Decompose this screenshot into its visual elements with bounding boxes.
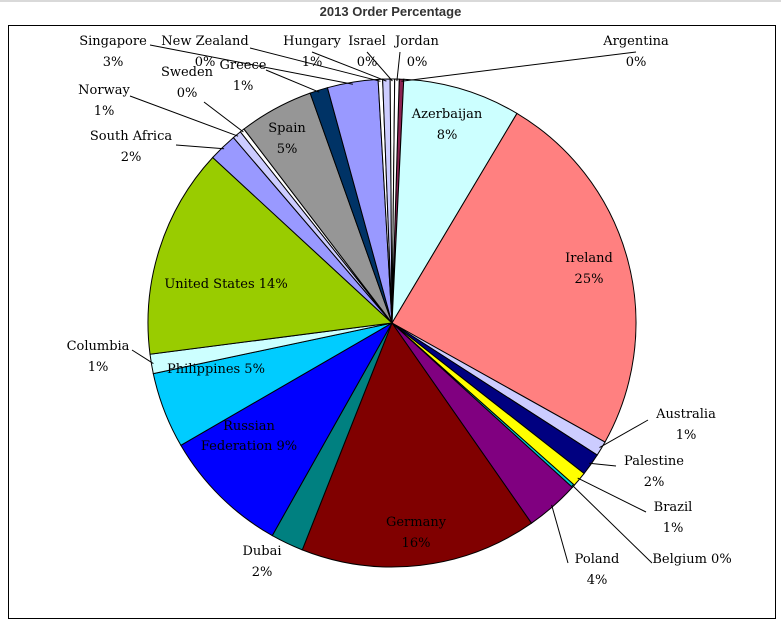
pie-slice-ireland [391,112,637,443]
leader-line-south-africa [175,144,225,150]
slice-label-palestine: Palestine 2% [624,454,684,490]
slice-label-jordan: Jordan 0% [393,34,439,70]
slice-label-columbia: Columbia 1% [67,339,130,375]
leader-line-poland [551,504,569,564]
leader-line-norway [129,95,239,137]
leader-line-belgium [571,484,653,564]
slice-label-sweden: Sweden 0% [161,65,214,101]
slice-label-australia: Australia 1% [655,407,716,443]
leader-line-brazil [577,477,647,513]
slice-label-singapore: Singapore 3% [79,34,147,70]
slice-label-ireland: Ireland 25% [565,251,613,287]
leader-line-greece [265,69,320,93]
leader-lines [129,44,653,564]
top-border-line [0,0,781,2]
slice-labels: Argentina 0% Azerbaijan 8% Ireland 25% Austral… [67,34,732,588]
slice-label-azerbaijan: Azerbaijan 8% [411,107,483,143]
slice-label-russian-federation: Russian Federation 9% [201,419,297,454]
slice-label-new-zealand: New Zealand 0% [161,34,248,70]
slice-label-philippines: Philippines 5% [167,362,265,377]
leader-line-australia [599,419,649,449]
leader-line-sweden [203,101,244,133]
slice-label-poland: Poland 4% [575,552,620,588]
slice-label-united-states: United States 14% [164,277,287,292]
slice-label-spain: Spain 5% [268,121,306,157]
leader-line-palestine [589,462,617,467]
pie-slice-germany [301,321,533,568]
leader-line-new-zealand [249,47,381,82]
slice-label-greece: Greece 1% [220,58,267,94]
pie-slices [147,78,637,568]
pie-slice-azerbaijan [391,78,518,324]
slice-label-belgium: Belgium 0% [652,552,731,567]
pie-slice-united-states [147,156,394,355]
slice-label-dubai: Dubai 2% [242,544,281,580]
leader-line-singapore [149,44,353,85]
leader-line-columbia [131,349,154,365]
slice-label-norway: Norway 1% [78,83,130,119]
leader-line-argentina [401,51,637,82]
leader-line-hungary [311,51,387,82]
leader-line-jordan [396,51,401,82]
slice-label-germany: Germany 16% [386,515,447,551]
slice-label-argentina: Argentina 0% [602,34,669,70]
chart-title: 2013 Order Percentage [319,4,462,19]
leader-line-israel [366,51,393,82]
slice-label-hungary: Hungary 1% [283,34,341,70]
slice-label-israel: Israel 0% [348,34,386,70]
pie-slice-russian-federation [180,321,394,537]
slice-label-south-africa: South Africa 2% [90,129,172,165]
slice-label-brazil: Brazil 1% [654,500,693,536]
